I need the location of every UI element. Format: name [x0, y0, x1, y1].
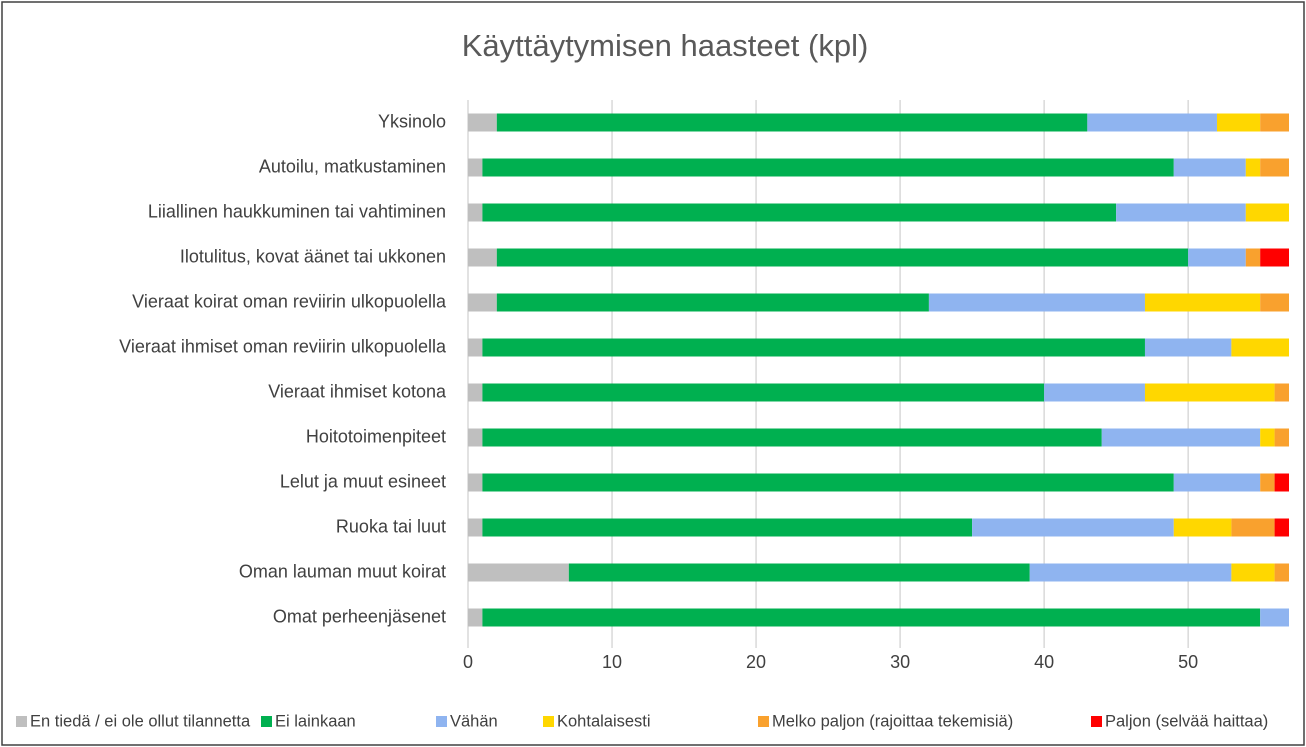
bar-segment [1245, 158, 1261, 177]
legend-swatch [1091, 716, 1102, 727]
bar-segment [1260, 428, 1275, 447]
bar-segment [482, 518, 973, 537]
bar-segment [468, 113, 497, 132]
bar-segment [1274, 563, 1289, 582]
bar-segment [1274, 383, 1289, 402]
bar-segment [482, 608, 1261, 627]
legend-label: Kohtalaisesti [557, 712, 651, 730]
bar-segment [1188, 248, 1246, 267]
bar-segment [482, 338, 1145, 357]
bar-segment [468, 248, 497, 267]
legend-label: En tiedä / ei ole ollut tilannetta [30, 712, 251, 730]
y-tick-label: Oman lauman muut koirat [239, 561, 446, 581]
bar-segment [1274, 518, 1289, 537]
legend-swatch [16, 716, 27, 727]
legend-swatch [758, 716, 769, 727]
bar-segment [1029, 563, 1232, 582]
legend-label: Melko paljon (rajoittaa tekemisiä) [772, 712, 1013, 730]
legend-label: Paljon (selvää haittaa) [1105, 712, 1268, 730]
bar-segment [482, 383, 1045, 402]
bar-segment [1231, 338, 1289, 357]
x-tick-label: 0 [463, 652, 473, 672]
legend-swatch [543, 716, 554, 727]
x-tick-label: 10 [602, 652, 622, 672]
bar-segment [468, 383, 483, 402]
bar-segment [1260, 113, 1289, 132]
bar-segment [482, 473, 1174, 492]
x-tick-label: 50 [1178, 652, 1198, 672]
bar-segment [468, 608, 483, 627]
bar-segment [1144, 383, 1275, 402]
bar-segment [1260, 293, 1289, 312]
bar-segment [1216, 113, 1261, 132]
legend-label: Ei lainkaan [275, 712, 356, 730]
bar-segment [1231, 563, 1275, 582]
bar-segment [1260, 158, 1289, 177]
bar-segment [1173, 158, 1246, 177]
bar-segment [1173, 518, 1232, 537]
y-tick-label: Vieraat koirat oman reviirin ulkopuolell… [132, 291, 447, 311]
bar-segment [1087, 113, 1217, 132]
bar-segment [1144, 293, 1261, 312]
bar-segment [1274, 473, 1289, 492]
bar-segment [468, 518, 483, 537]
bar-segment [1101, 428, 1261, 447]
y-tick-label: Yksinolo [378, 111, 446, 131]
bar-segment [1245, 248, 1261, 267]
bar-segment [468, 158, 483, 177]
legend-label: Vähän [450, 712, 498, 730]
bar-segment [1260, 608, 1289, 627]
bar-segment [1231, 518, 1275, 537]
bar-segment [1274, 428, 1289, 447]
bar-segment [468, 203, 483, 222]
bar-segment [1260, 248, 1289, 267]
y-tick-label: Ilotulitus, kovat äänet tai ukkonen [180, 246, 446, 266]
y-tick-label: Liiallinen haukkuminen tai vahtiminen [148, 201, 446, 221]
bar-segment [468, 338, 483, 357]
bar-segment [1116, 203, 1246, 222]
y-tick-label: Vieraat ihmiset kotona [268, 381, 447, 401]
bar-segment [468, 473, 483, 492]
bar-segment [928, 293, 1145, 312]
x-tick-label: 40 [1034, 652, 1054, 672]
y-tick-label: Ruoka tai luut [336, 516, 446, 536]
bar-segment [468, 563, 569, 582]
chart-title: Käyttäytymisen haasteet (kpl) [462, 28, 869, 63]
bar-segment [1245, 203, 1289, 222]
y-tick-label: Vieraat ihmiset oman reviirin ulkopuolel… [119, 336, 447, 356]
legend-swatch [436, 716, 447, 727]
bar-segment [482, 158, 1174, 177]
bar-segment [1260, 473, 1275, 492]
bar-segment [468, 428, 483, 447]
x-tick-label: 30 [890, 652, 910, 672]
bar-segment [496, 248, 1189, 267]
y-tick-label: Omat perheenjäsenet [273, 606, 446, 626]
bar-segment [482, 428, 1102, 447]
y-tick-label: Hoitotoimenpiteet [306, 426, 446, 446]
bar-segment [496, 113, 1088, 132]
bar-segment [1173, 473, 1261, 492]
bar-segment [1044, 383, 1145, 402]
x-tick-label: 20 [746, 652, 766, 672]
bar-segment [568, 563, 1030, 582]
bar-segment [496, 293, 929, 312]
y-tick-label: Lelut ja muut esineet [280, 471, 446, 491]
y-tick-label: Autoilu, matkustaminen [259, 156, 446, 176]
bar-segment [1144, 338, 1232, 357]
bar-segment [972, 518, 1174, 537]
bar-segment [468, 293, 497, 312]
bar-segment [482, 203, 1117, 222]
legend-swatch [261, 716, 272, 727]
